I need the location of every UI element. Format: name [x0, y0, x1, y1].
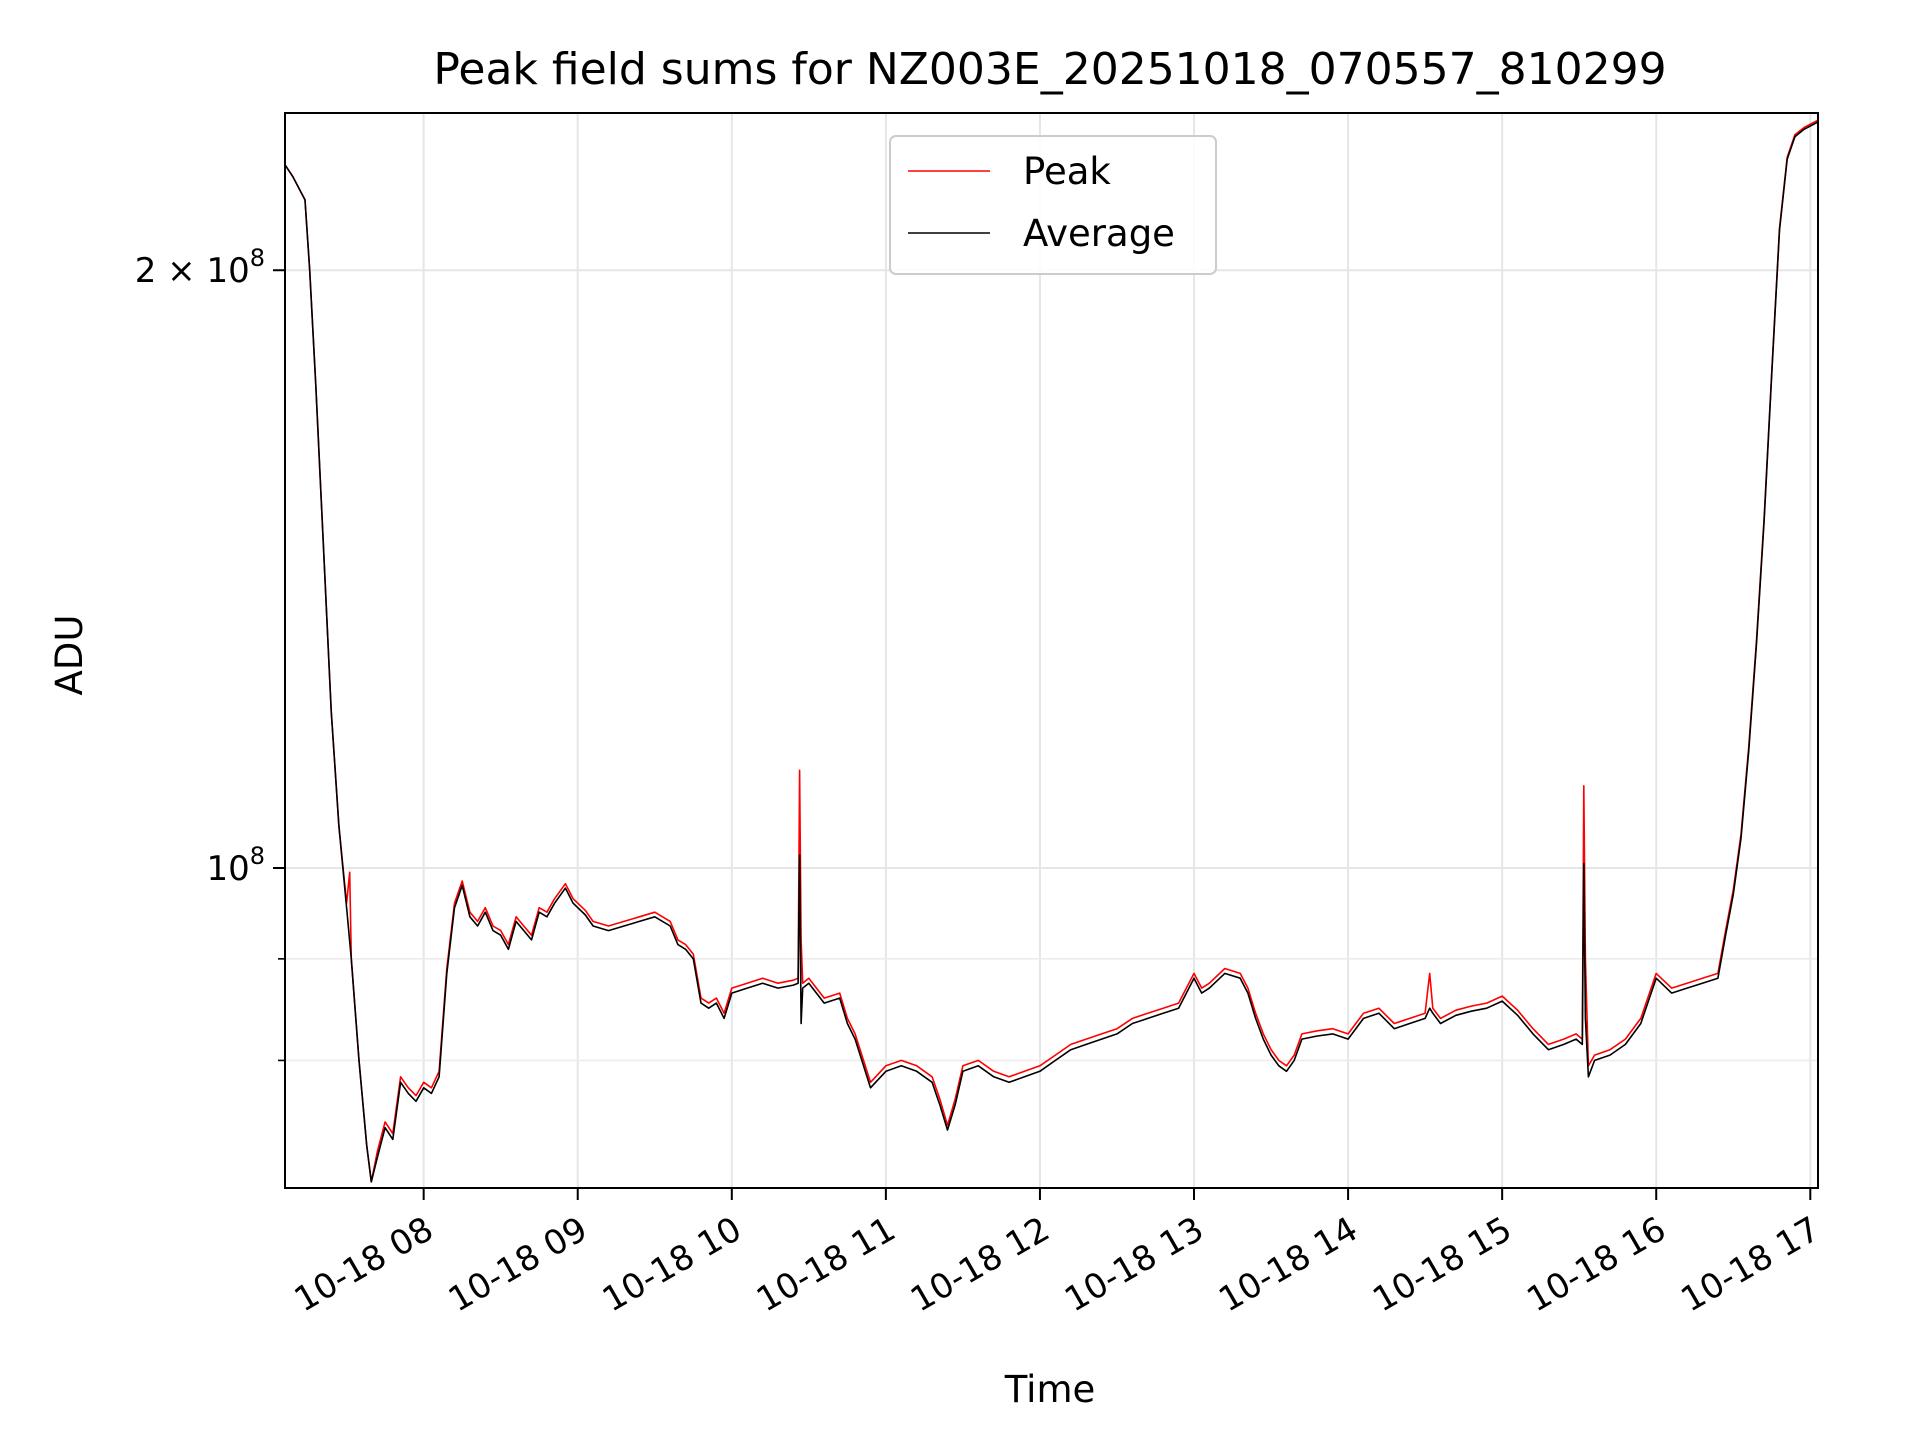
legend-label-peak: Peak — [1023, 150, 1111, 193]
legend-label-average: Average — [1023, 212, 1175, 255]
grid-lines — [285, 113, 1818, 1188]
y-tick-mantissa: 2 × — [135, 251, 207, 291]
series-line-peak — [285, 119, 1818, 1183]
y-axis-title: ADU — [48, 615, 91, 696]
y-tick-exponent: 8 — [250, 244, 265, 272]
y-tick-exponent: 8 — [250, 842, 265, 870]
x-axis-title: Time — [1004, 1368, 1096, 1411]
series-lines — [285, 119, 1818, 1183]
y-tick-base: 10 — [206, 849, 249, 889]
legend: Peak Average — [889, 135, 1217, 275]
y-tick-label: 2 × 108 — [135, 244, 265, 291]
y-tick-base: 10 — [206, 251, 249, 291]
series-line-average — [285, 121, 1818, 1183]
y-tick-label: 108 — [206, 842, 265, 889]
chart-title: Peak field sums for NZ003E_20251018_0705… — [433, 44, 1666, 95]
plot-frame — [284, 112, 1819, 1189]
